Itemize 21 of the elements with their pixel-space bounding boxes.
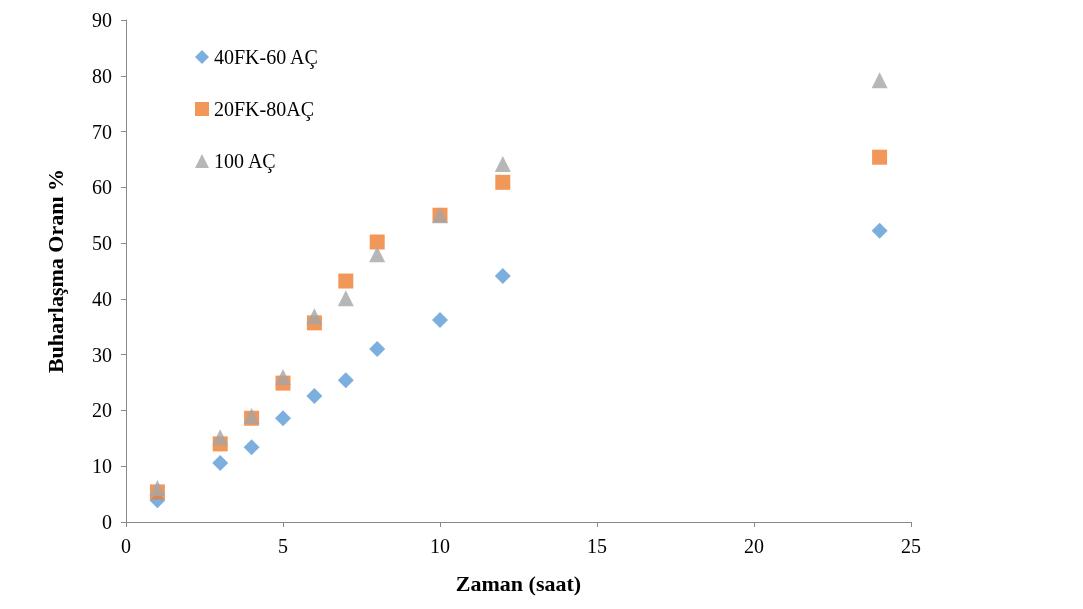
x-tick-label: 10 <box>430 535 450 557</box>
legend-label: 20FK-80AÇ <box>214 98 315 121</box>
x-tick-label: 25 <box>901 535 921 557</box>
y-tick-label: 40 <box>92 287 112 310</box>
x-tick-label: 20 <box>744 535 764 557</box>
y-tick-label: 30 <box>92 343 112 366</box>
y-tick-label: 80 <box>92 64 112 87</box>
legend-label: 40FK-60 AÇ <box>214 46 318 69</box>
y-tick-label: 0 <box>102 511 112 533</box>
x-tick-label: 15 <box>587 535 607 557</box>
y-tick-label: 90 <box>92 9 112 31</box>
y-tick-label: 70 <box>92 120 112 143</box>
legend-label: 100 AÇ <box>214 150 276 173</box>
y-tick-label: 60 <box>92 176 112 199</box>
x-tick-label: 5 <box>278 535 288 557</box>
y-tick-label: 50 <box>92 232 112 255</box>
y-axis-title: Buharlaşma Oranı % <box>42 168 68 374</box>
y-tick-label: 10 <box>92 455 112 478</box>
x-tick-label: 0 <box>121 535 131 557</box>
y-tick-label: 20 <box>92 399 112 422</box>
x-axis-title: Zaman (saat) <box>455 570 582 596</box>
